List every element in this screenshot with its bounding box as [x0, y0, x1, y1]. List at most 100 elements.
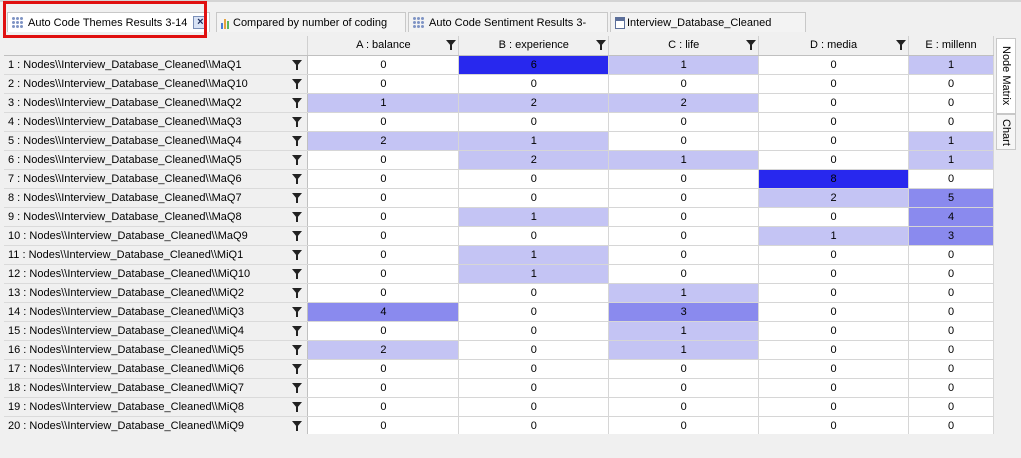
row-header[interactable]: 5 : Nodes\\Interview_Database_Cleaned\\M…: [4, 131, 309, 151]
matrix-cell[interactable]: 0: [758, 397, 909, 417]
matrix-cell[interactable]: 0: [307, 359, 460, 379]
matrix-cell[interactable]: 0: [758, 112, 909, 132]
matrix-cell[interactable]: 0: [458, 416, 610, 434]
row-header[interactable]: 10 : Nodes\\Interview_Database_Cleaned\\…: [4, 226, 309, 246]
matrix-cell[interactable]: 0: [758, 416, 909, 434]
column-header-balance[interactable]: A : balance: [307, 36, 460, 56]
matrix-cell[interactable]: 5: [908, 188, 994, 208]
row-header[interactable]: 17 : Nodes\\Interview_Database_Cleaned\\…: [4, 359, 309, 379]
matrix-cell[interactable]: 0: [458, 283, 610, 303]
row-header[interactable]: 18 : Nodes\\Interview_Database_Cleaned\\…: [4, 378, 309, 398]
matrix-cell[interactable]: 0: [458, 397, 610, 417]
matrix-cell[interactable]: 0: [458, 188, 610, 208]
matrix-cell[interactable]: 0: [307, 397, 460, 417]
matrix-cell[interactable]: 1: [458, 245, 610, 265]
matrix-cell[interactable]: 0: [908, 321, 994, 341]
matrix-cell[interactable]: 0: [458, 359, 610, 379]
matrix-cell[interactable]: 0: [608, 264, 760, 284]
matrix-cell[interactable]: 0: [908, 264, 994, 284]
matrix-cell[interactable]: 3: [908, 226, 994, 246]
matrix-cell[interactable]: 0: [458, 112, 610, 132]
matrix-cell[interactable]: 0: [458, 169, 610, 189]
matrix-cell[interactable]: 4: [908, 207, 994, 227]
matrix-cell[interactable]: 0: [908, 416, 994, 434]
matrix-cell[interactable]: 0: [758, 302, 909, 322]
matrix-cell[interactable]: 0: [458, 302, 610, 322]
matrix-cell[interactable]: 0: [458, 378, 610, 398]
matrix-cell[interactable]: 0: [758, 283, 909, 303]
matrix-cell[interactable]: 0: [608, 112, 760, 132]
matrix-cell[interactable]: 0: [608, 131, 760, 151]
matrix-cell[interactable]: 2: [608, 93, 760, 113]
matrix-cell[interactable]: 0: [758, 321, 909, 341]
matrix-cell[interactable]: 1: [458, 264, 610, 284]
row-header[interactable]: 6 : Nodes\\Interview_Database_Cleaned\\M…: [4, 150, 309, 170]
matrix-cell[interactable]: 0: [307, 226, 460, 246]
matrix-cell[interactable]: 0: [608, 74, 760, 94]
matrix-cell[interactable]: 1: [458, 207, 610, 227]
row-header[interactable]: 14 : Nodes\\Interview_Database_Cleaned\\…: [4, 302, 309, 322]
matrix-cell[interactable]: 2: [758, 188, 909, 208]
tab-compared-by-coding[interactable]: Compared by number of coding: [216, 12, 406, 32]
matrix-cell[interactable]: 1: [608, 321, 760, 341]
row-header[interactable]: 1 : Nodes\\Interview_Database_Cleaned\\M…: [4, 55, 309, 75]
matrix-cell[interactable]: 0: [758, 74, 909, 94]
matrix-cell[interactable]: 0: [608, 207, 760, 227]
matrix-cell[interactable]: 0: [758, 245, 909, 265]
matrix-cell[interactable]: 0: [307, 378, 460, 398]
matrix-cell[interactable]: 0: [307, 245, 460, 265]
matrix-cell[interactable]: 0: [908, 340, 994, 360]
matrix-cell[interactable]: 8: [758, 169, 909, 189]
row-header[interactable]: 20 : Nodes\\Interview_Database_Cleaned\\…: [4, 416, 309, 434]
matrix-cell[interactable]: 0: [608, 416, 760, 434]
matrix-cell[interactable]: 0: [758, 131, 909, 151]
matrix-cell[interactable]: 0: [458, 340, 610, 360]
row-header[interactable]: 15 : Nodes\\Interview_Database_Cleaned\\…: [4, 321, 309, 341]
matrix-cell[interactable]: 0: [608, 226, 760, 246]
column-header-media[interactable]: D : media: [758, 36, 909, 56]
row-header[interactable]: 9 : Nodes\\Interview_Database_Cleaned\\M…: [4, 207, 309, 227]
matrix-cell[interactable]: 0: [307, 207, 460, 227]
matrix-cell[interactable]: 0: [908, 283, 994, 303]
column-header-life[interactable]: C : life: [608, 36, 760, 56]
matrix-cell[interactable]: 0: [307, 169, 460, 189]
matrix-cell[interactable]: 0: [608, 188, 760, 208]
matrix-cell[interactable]: 1: [307, 93, 460, 113]
matrix-cell[interactable]: 0: [758, 150, 909, 170]
matrix-cell[interactable]: 0: [608, 378, 760, 398]
matrix-cell[interactable]: 0: [908, 378, 994, 398]
matrix-cell[interactable]: 0: [458, 74, 610, 94]
row-header[interactable]: 2 : Nodes\\Interview_Database_Cleaned\\M…: [4, 74, 309, 94]
tab-interview-database[interactable]: Interview_Database_Cleaned: [610, 12, 806, 32]
row-header[interactable]: 19 : Nodes\\Interview_Database_Cleaned\\…: [4, 397, 309, 417]
row-header[interactable]: 4 : Nodes\\Interview_Database_Cleaned\\M…: [4, 112, 309, 132]
matrix-cell[interactable]: 1: [758, 226, 909, 246]
matrix-cell[interactable]: 1: [908, 131, 994, 151]
matrix-cell[interactable]: 0: [608, 245, 760, 265]
matrix-cell[interactable]: 1: [608, 283, 760, 303]
column-header-millennials[interactable]: E : millenn: [908, 36, 994, 56]
matrix-cell[interactable]: 1: [608, 150, 760, 170]
matrix-cell[interactable]: 0: [307, 264, 460, 284]
matrix-cell[interactable]: 0: [608, 169, 760, 189]
matrix-cell[interactable]: 0: [307, 416, 460, 434]
matrix-cell[interactable]: 0: [758, 55, 909, 75]
row-header[interactable]: 11 : Nodes\\Interview_Database_Cleaned\\…: [4, 245, 309, 265]
matrix-cell[interactable]: 0: [307, 112, 460, 132]
matrix-cell[interactable]: 0: [908, 245, 994, 265]
matrix-cell[interactable]: 0: [758, 378, 909, 398]
row-header[interactable]: 3 : Nodes\\Interview_Database_Cleaned\\M…: [4, 93, 309, 113]
matrix-cell[interactable]: 0: [758, 264, 909, 284]
row-header[interactable]: 12 : Nodes\\Interview_Database_Cleaned\\…: [4, 264, 309, 284]
side-tab-chart[interactable]: Chart: [996, 114, 1016, 150]
matrix-cell[interactable]: 0: [758, 93, 909, 113]
matrix-cell[interactable]: 0: [908, 397, 994, 417]
matrix-cell[interactable]: 0: [608, 359, 760, 379]
matrix-cell[interactable]: 0: [908, 169, 994, 189]
matrix-cell[interactable]: 0: [908, 74, 994, 94]
matrix-cell[interactable]: 0: [908, 112, 994, 132]
matrix-cell[interactable]: 0: [908, 359, 994, 379]
matrix-cell[interactable]: 3: [608, 302, 760, 322]
matrix-cell[interactable]: 2: [458, 93, 610, 113]
matrix-cell[interactable]: 0: [307, 283, 460, 303]
